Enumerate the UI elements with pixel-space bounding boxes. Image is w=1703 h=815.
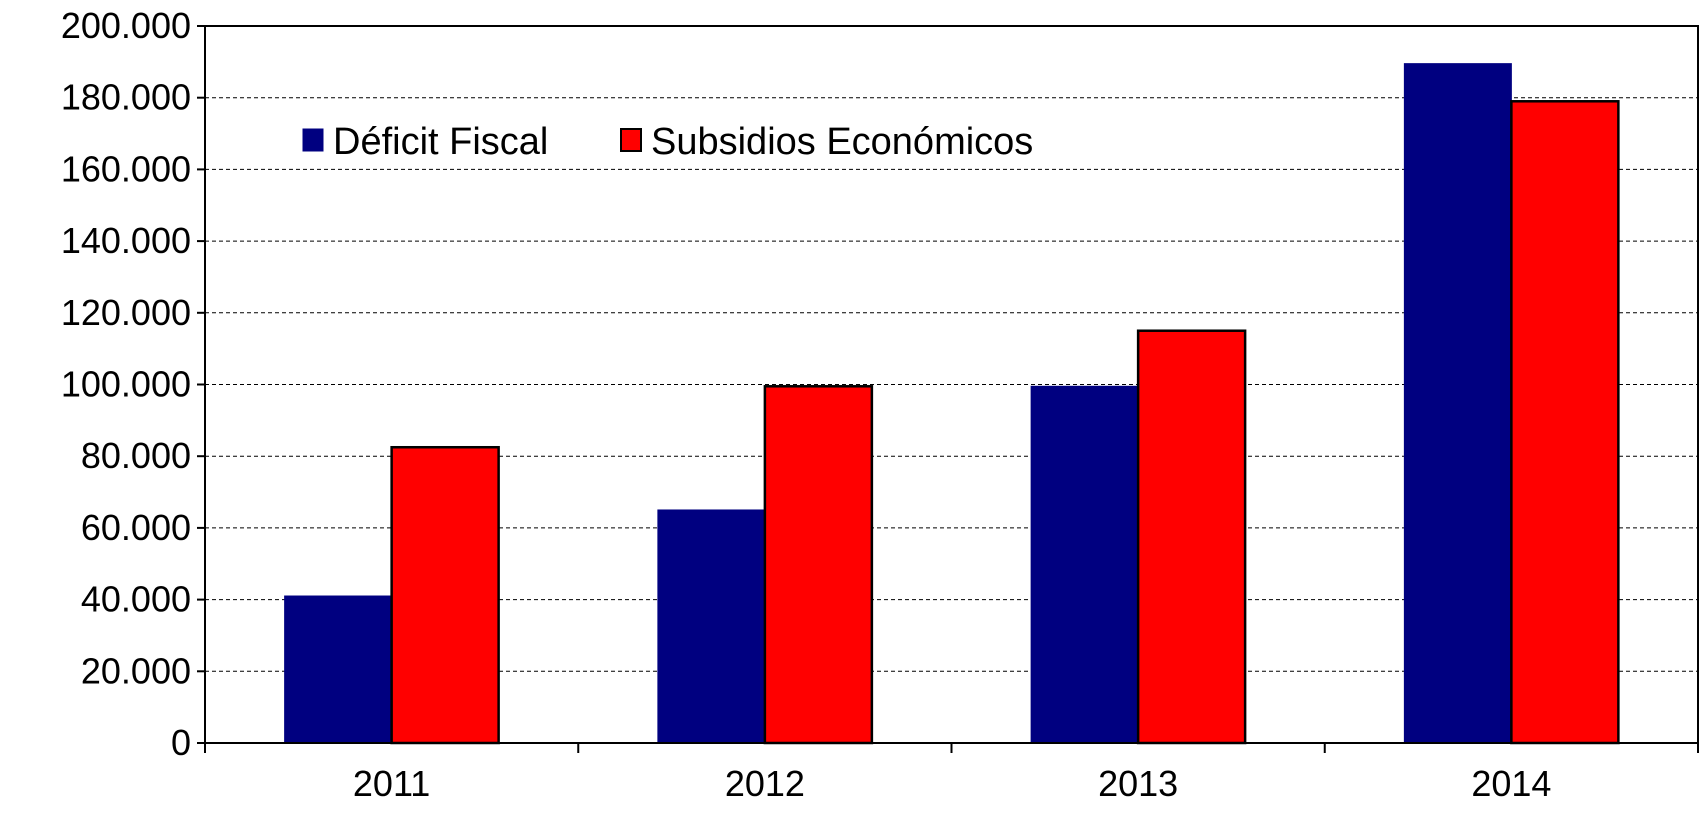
bar-deficit-fiscal-2014 xyxy=(1403,63,1512,744)
x-tick-label: 2014 xyxy=(1471,763,1551,804)
y-tick-label: 100.000 xyxy=(61,364,191,405)
bar-deficit-fiscal-2011 xyxy=(284,595,393,744)
y-tick-label: 180.000 xyxy=(61,77,191,118)
legend: Déficit Fiscal Subsidios Económicos xyxy=(302,121,1033,163)
x-axis: 2011 2012 2013 2014 xyxy=(204,742,1699,804)
y-tick-label: 80.000 xyxy=(81,435,191,476)
x-tick-label: 2012 xyxy=(725,763,805,804)
bar-subsidios-economicos-2013 xyxy=(1136,329,1247,745)
bar-subsidios-economicos-2014 xyxy=(1510,100,1620,745)
x-tick-label: 2013 xyxy=(1098,763,1178,804)
x-tick-label: 2011 xyxy=(353,763,430,804)
bar-deficit-fiscal-2013 xyxy=(1030,385,1139,744)
legend-label-deficit-fiscal: Déficit Fiscal xyxy=(333,121,548,163)
legend-swatch-deficit-fiscal xyxy=(302,128,324,152)
y-tick-label: 160.000 xyxy=(61,148,191,189)
legend-label-subsidios-economicos: Subsidios Económicos xyxy=(651,121,1033,163)
y-tick-label: 0 xyxy=(171,722,191,763)
bars xyxy=(284,63,1620,745)
y-axis: 0 20.000 40.000 60.000 80.000 100.000 120.000 1… xyxy=(61,5,206,763)
legend-swatch-subsidios-economicos xyxy=(620,128,642,152)
y-tick-label: 120.000 xyxy=(61,292,191,333)
y-tick-label: 60.000 xyxy=(81,507,191,548)
y-tick-label: 140.000 xyxy=(61,220,191,261)
y-tick-label: 40.000 xyxy=(81,579,191,620)
bar-subsidios-economicos-2011 xyxy=(390,445,500,745)
y-tick-label: 200.000 xyxy=(61,5,191,46)
y-tick-label: 20.000 xyxy=(81,650,191,691)
bar-deficit-fiscal-2012 xyxy=(657,509,766,744)
bar-subsidios-economicos-2012 xyxy=(763,385,874,745)
